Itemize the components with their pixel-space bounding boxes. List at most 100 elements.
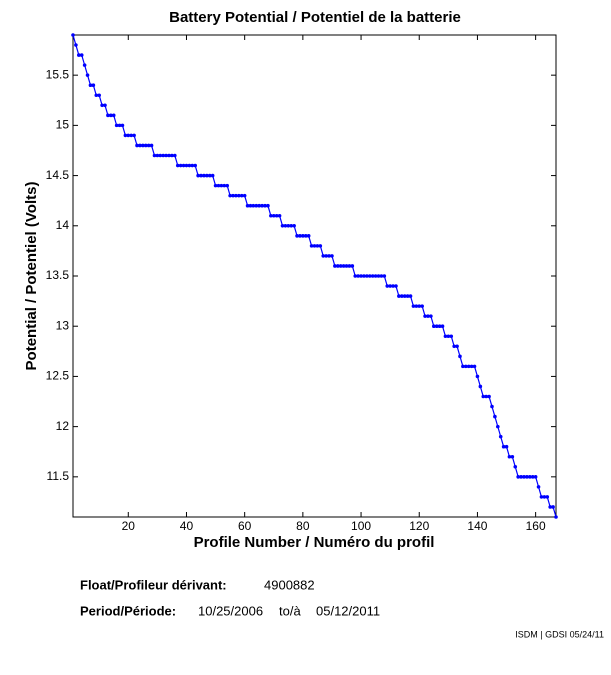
data-point — [173, 153, 177, 158]
data-point — [516, 475, 520, 479]
data-point — [533, 475, 538, 479]
data-point — [231, 193, 235, 198]
float-id: 4900882 — [264, 577, 315, 592]
data-point — [106, 113, 110, 118]
data-point — [248, 203, 253, 208]
y-tick-label: 15.5 — [46, 67, 70, 81]
y-tick-label: 14 — [56, 218, 70, 232]
data-point — [408, 294, 413, 298]
data-point — [542, 495, 547, 499]
data-point — [207, 173, 212, 178]
x-axis-label: Profile Number / Numéro du profil — [194, 534, 435, 551]
data-point — [455, 344, 459, 349]
data-point — [446, 334, 451, 339]
data-point — [216, 183, 221, 188]
data-point — [525, 475, 529, 479]
data-point — [464, 364, 468, 369]
data-point — [94, 93, 99, 98]
x-tick-label: 20 — [122, 519, 136, 533]
data-point — [530, 475, 535, 479]
data-point — [245, 203, 250, 208]
period-to: to/à — [279, 603, 301, 618]
x-tick-label: 100 — [351, 519, 371, 533]
data-point — [193, 163, 198, 168]
data-point — [376, 274, 381, 278]
data-point — [437, 324, 442, 329]
data-point — [149, 143, 154, 148]
data-point — [126, 133, 131, 138]
data-point — [379, 274, 384, 278]
data-point — [199, 173, 203, 178]
data-point — [295, 234, 299, 238]
data-point — [135, 143, 139, 148]
data-point — [443, 334, 448, 339]
data-point — [155, 153, 160, 158]
data-point — [411, 304, 416, 308]
y-tick-label: 15 — [56, 118, 70, 132]
data-point — [466, 364, 471, 369]
data-point — [394, 284, 398, 288]
data-point — [129, 133, 133, 138]
data-point — [318, 244, 323, 248]
data-point — [161, 153, 165, 158]
data-point — [554, 515, 558, 519]
data-point — [338, 264, 343, 268]
data-point — [286, 223, 291, 228]
data-point — [202, 173, 206, 178]
data-point — [277, 213, 282, 218]
data-point — [519, 475, 523, 479]
data-point — [213, 183, 218, 188]
data-point — [335, 264, 340, 268]
data-point — [510, 454, 515, 459]
data-point — [405, 294, 410, 298]
data-point — [164, 153, 168, 158]
data-point — [481, 394, 486, 399]
data-point — [143, 143, 148, 148]
data-point — [82, 63, 87, 67]
data-point — [487, 394, 491, 399]
data-point — [257, 203, 262, 208]
y-axis-label: Potential / Potentiel (Volts) — [23, 182, 40, 371]
data-point — [289, 223, 294, 228]
data-point — [266, 203, 270, 208]
data-point — [431, 324, 436, 329]
data-point — [117, 123, 122, 128]
data-point — [187, 163, 192, 168]
data-point — [449, 334, 454, 339]
data-point — [507, 454, 512, 459]
data-point — [472, 364, 477, 369]
data-point — [321, 254, 326, 258]
data-point — [440, 324, 445, 329]
data-point — [167, 153, 171, 158]
data-point — [71, 33, 75, 37]
data-point — [423, 314, 427, 318]
data-point — [399, 294, 404, 298]
data-point — [344, 264, 349, 268]
x-tick-label: 40 — [180, 519, 194, 533]
data-point — [306, 234, 311, 238]
data-point — [225, 183, 230, 188]
data-point — [210, 173, 215, 178]
data-point — [91, 83, 96, 88]
data-point — [370, 274, 375, 278]
data-point — [330, 254, 334, 258]
chart-title: Battery Potential / Potentiel de la batt… — [169, 9, 461, 26]
y-tick-label: 14.5 — [46, 168, 70, 182]
data-point — [420, 304, 424, 308]
data-point — [461, 364, 465, 369]
data-point — [77, 53, 81, 57]
data-point — [452, 344, 456, 349]
data-point — [152, 153, 157, 158]
data-point — [513, 464, 518, 469]
data-point — [367, 274, 372, 278]
data-point — [327, 254, 331, 258]
data-point — [388, 284, 392, 288]
data-point — [97, 93, 101, 98]
data-point — [341, 264, 346, 268]
data-point — [114, 123, 119, 128]
data-point — [382, 274, 387, 278]
data-point — [222, 183, 227, 188]
data-point — [539, 495, 544, 499]
data-point — [283, 223, 288, 228]
